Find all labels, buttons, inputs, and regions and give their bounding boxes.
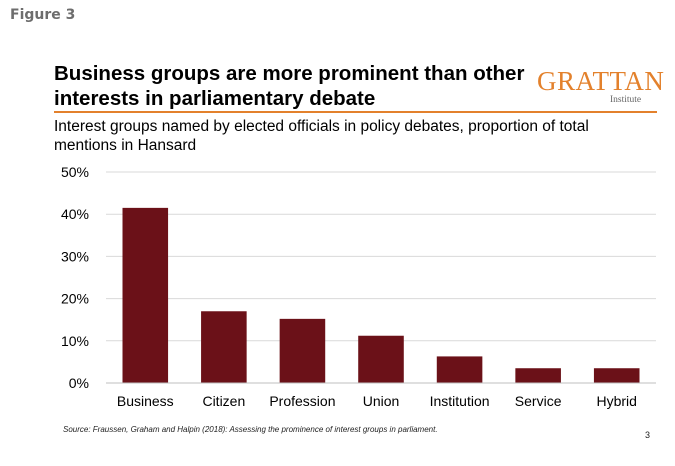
bar-union bbox=[358, 335, 404, 383]
bar-institution bbox=[436, 356, 483, 383]
y-tick-label: 20% bbox=[61, 291, 89, 307]
x-tick-label: Union bbox=[363, 393, 400, 409]
y-tick-label: 0% bbox=[69, 375, 89, 391]
slide-title: Business groups are more prominent than … bbox=[54, 62, 525, 110]
y-tick-label: 40% bbox=[61, 206, 89, 222]
x-tick-label: Service bbox=[515, 393, 562, 409]
bar-hybrid bbox=[593, 368, 640, 383]
y-tick-label: 30% bbox=[61, 248, 89, 264]
grattan-logo: GRATTAN bbox=[537, 66, 665, 96]
title-divider bbox=[54, 111, 657, 113]
x-tick-label: Business bbox=[117, 393, 174, 409]
x-tick-label: Profession bbox=[269, 393, 335, 409]
x-tick-label: Institution bbox=[430, 393, 490, 409]
source-note: Source: Fraussen, Graham and Halpin (201… bbox=[63, 425, 438, 434]
figure-label: Figure 3 bbox=[10, 7, 76, 23]
grattan-logo-subtitle: Institute bbox=[610, 95, 642, 105]
bar-profession bbox=[279, 318, 326, 383]
chart-subtitle: Interest groups named by elected officia… bbox=[54, 118, 589, 154]
y-tick-label: 10% bbox=[61, 333, 89, 349]
bar-business bbox=[122, 207, 169, 383]
bar-citizen bbox=[201, 311, 247, 383]
bar-service bbox=[515, 368, 561, 383]
y-tick-label: 50% bbox=[61, 164, 89, 180]
x-tick-label: Hybrid bbox=[596, 393, 636, 409]
page-number: 3 bbox=[645, 430, 651, 440]
x-tick-label: Citizen bbox=[202, 393, 245, 409]
